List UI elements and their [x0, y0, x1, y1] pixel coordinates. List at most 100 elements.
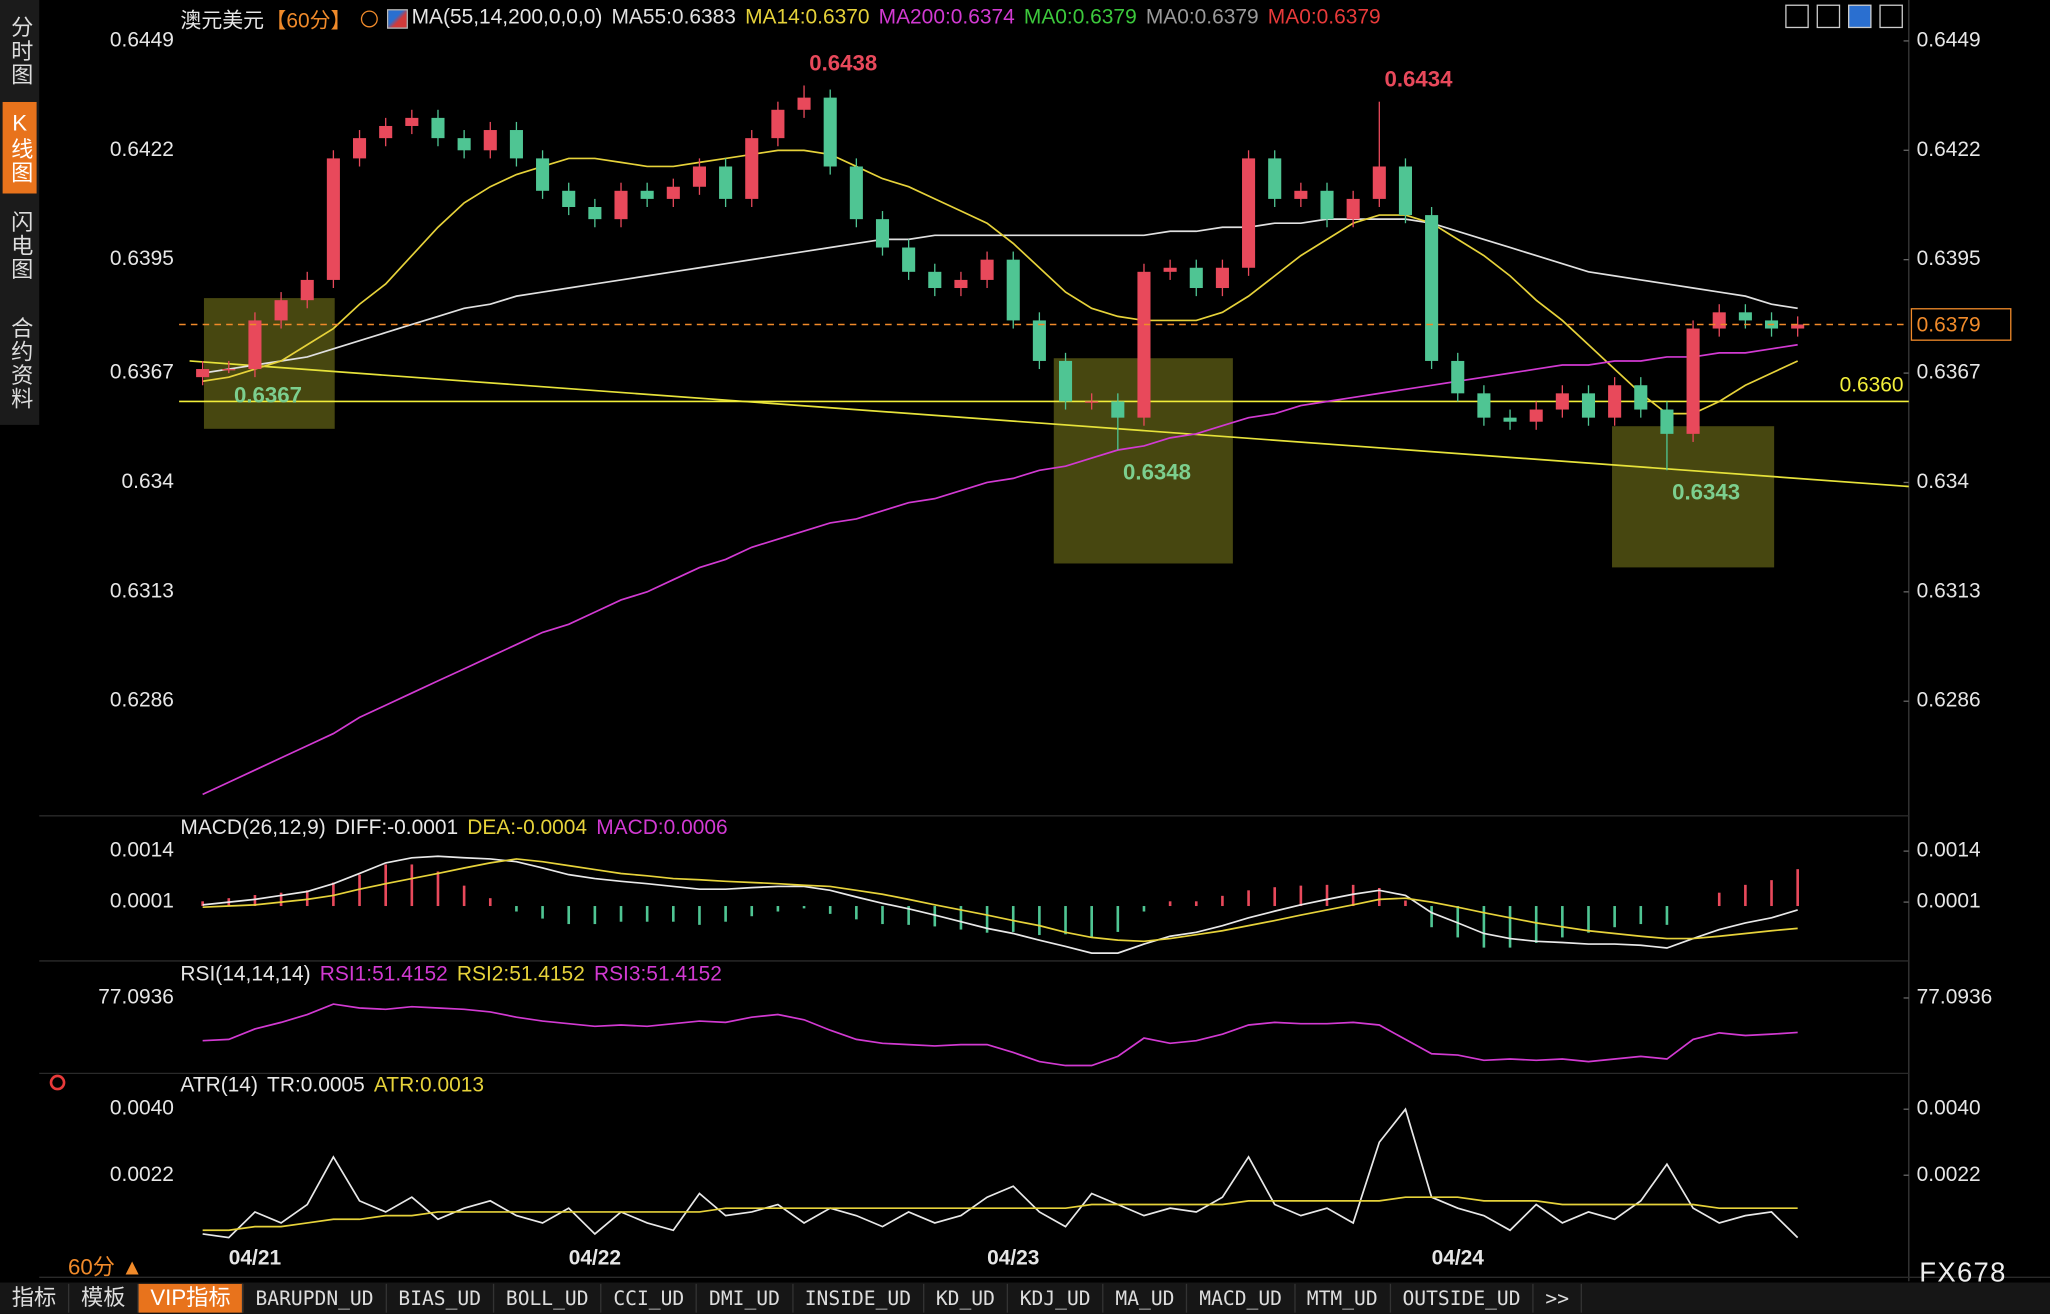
indicator-tab[interactable]: DMI_UD — [697, 1283, 793, 1313]
y-tick-label: 0.0040 — [1917, 1097, 1981, 1120]
x-tick-label: 04/23 — [987, 1247, 1039, 1270]
candle-body — [1032, 320, 1046, 361]
bottom-bar: 指标 模板 VIP指标 BARUPDN_UD BIAS_UD BOLL_UD CCI_UD D… — [0, 1282, 2050, 1314]
y-tick-label: 0.6395 — [1917, 247, 1981, 270]
icon[interactable] — [1785, 4, 1809, 29]
candle-body — [954, 279, 968, 289]
y-tick-label: 0.6449 — [110, 28, 174, 51]
trendline — [189, 360, 1909, 488]
candle-body — [849, 166, 863, 220]
candle-body — [719, 166, 733, 199]
candle-body — [928, 271, 942, 289]
y-tick-label: 0.6422 — [110, 138, 174, 161]
candle-body — [509, 130, 523, 159]
candle-body — [1189, 267, 1203, 289]
indicator-tab[interactable]: >> — [1534, 1283, 1583, 1313]
legend-entry: RSI3:51.4152 — [593, 963, 722, 986]
y-tick-label: 0.634 — [1917, 470, 1970, 493]
y-tick-label: 77.0936 — [1917, 985, 1993, 1008]
sidebar-tab[interactable]: K线图 — [2, 101, 37, 194]
y-tick-label: 0.6449 — [1917, 28, 1981, 51]
sidebar-tab[interactable]: 合约资料 — [7, 316, 33, 411]
indicator-tab[interactable]: KD_UD — [924, 1283, 1008, 1313]
sidebar: 分时图 K线图 闪电图 合约资料 — [0, 0, 40, 425]
candle-body — [1425, 215, 1439, 361]
settings-icon[interactable] — [360, 9, 378, 27]
series-line — [202, 858, 1798, 943]
candle-body — [379, 125, 393, 139]
y-tick-label: 0.6367 — [110, 361, 174, 384]
candle-body — [431, 117, 445, 139]
extreme-label: 0.6367 — [234, 382, 302, 407]
candle-body — [980, 259, 994, 280]
series-line — [202, 149, 1799, 415]
x-tick-label: 04/22 — [569, 1247, 621, 1270]
candle-body — [614, 190, 628, 220]
x-tick-label: 04/21 — [229, 1247, 282, 1270]
candle-body — [588, 207, 602, 220]
legend-entry: MACD:0.0006 — [596, 817, 728, 840]
candle-body — [1268, 158, 1282, 199]
indicator-tab[interactable]: CCI_UD — [602, 1283, 698, 1313]
y-tick-label: 0.6286 — [1917, 689, 1981, 712]
series-line — [202, 218, 1798, 374]
panel-title: ATR(14) — [180, 1074, 258, 1097]
indicator-tab[interactable]: OUTSIDE_UD — [1391, 1283, 1534, 1313]
legend-entry: DEA:-0.0004 — [467, 817, 588, 840]
indicator-icon[interactable] — [386, 8, 408, 29]
legend-entry: MA14:0.6370 — [745, 6, 870, 29]
candle-body — [1085, 401, 1099, 403]
period-selector[interactable]: 60分 ▲ — [67, 1255, 144, 1280]
indicator-tab[interactable]: BARUPDN_UD — [244, 1283, 387, 1313]
candle-body — [536, 158, 550, 191]
series-line — [202, 855, 1798, 954]
indicator-tab[interactable]: MTM_UD — [1295, 1283, 1391, 1313]
candle-body — [1686, 328, 1700, 434]
candle-body — [1712, 312, 1726, 329]
candle-body — [1503, 417, 1517, 422]
panel-header: ATR(14) TR:0.0005 ATR:0.0013 — [180, 1072, 484, 1101]
icon[interactable] — [1879, 4, 1903, 29]
indicator-tab[interactable]: MA_UD — [1104, 1283, 1188, 1313]
panel-header: MACD(26,12,9) DIFF:-0.0001 DEA:-0.0004 MACD… — [180, 815, 727, 844]
extreme-label: 0.6343 — [1672, 480, 1740, 505]
candle-body — [562, 190, 576, 208]
sidebar-tab[interactable]: 闪电图 — [7, 210, 33, 282]
indicator-name: MA(55,14,200,0,0,0) — [411, 6, 603, 29]
candle-body — [1215, 267, 1229, 289]
indicator-tab[interactable]: KDJ_UD — [1008, 1283, 1104, 1313]
indicator-icon[interactable] — [49, 1074, 66, 1091]
y-tick-label: 0.0001 — [1917, 890, 1981, 913]
candle-body — [1555, 393, 1569, 410]
extreme-label: 0.6348 — [1123, 459, 1191, 484]
indicator-tab[interactable]: MACD_UD — [1188, 1283, 1296, 1313]
icon[interactable] — [1848, 4, 1872, 29]
legend-entry: RSI2:51.4152 — [456, 963, 585, 986]
indicator-tab[interactable]: 模板 — [69, 1283, 139, 1313]
sidebar-tab[interactable]: 分时图 — [7, 15, 33, 87]
candle-body — [640, 190, 654, 199]
indicator-tab[interactable]: BOLL_UD — [494, 1283, 602, 1313]
candle-body — [1111, 401, 1125, 418]
candle-body — [1372, 166, 1386, 199]
extreme-label: 0.6434 — [1385, 67, 1454, 92]
indicator-tab[interactable]: 指标 — [0, 1283, 70, 1313]
indicator-tab[interactable]: BIAS_UD — [387, 1283, 495, 1313]
candle-body — [797, 97, 811, 110]
candle-body — [1738, 312, 1752, 321]
support-label: 0.6360 — [1840, 373, 1904, 396]
candle-body — [1477, 393, 1491, 418]
candle-body — [1608, 385, 1622, 418]
series-line — [202, 343, 1798, 796]
y-tick-label: 77.0936 — [98, 985, 174, 1008]
period-label: 【60分】 — [265, 10, 352, 33]
icon[interactable] — [1816, 4, 1841, 29]
toolbar-icons[interactable] — [1785, 4, 1903, 29]
candle-body — [196, 369, 210, 378]
candle-body — [1791, 324, 1805, 329]
indicator-tab[interactable]: INSIDE_UD — [793, 1283, 925, 1313]
indicator-tab[interactable]: VIP指标 — [138, 1283, 244, 1313]
candle-body — [1320, 190, 1334, 220]
